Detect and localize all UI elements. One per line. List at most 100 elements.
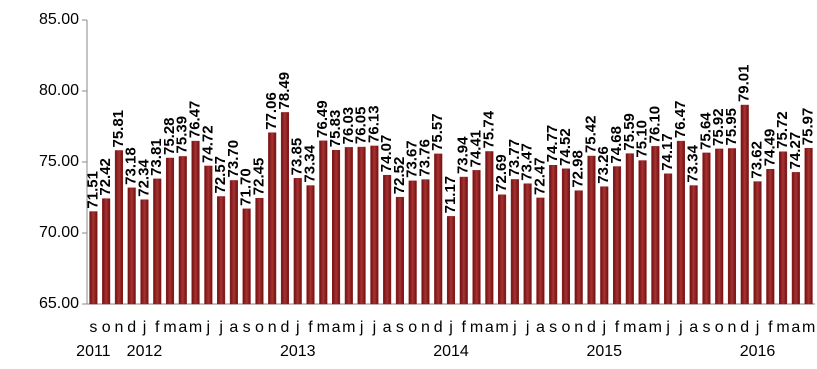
bar	[229, 180, 238, 305]
data-label: 73.47	[519, 143, 536, 181]
bar	[408, 180, 417, 305]
bar	[753, 181, 762, 305]
x-tick-label: m	[317, 319, 330, 336]
bar	[344, 147, 353, 305]
bar	[332, 149, 341, 305]
bar	[370, 145, 379, 305]
data-label: 75.81	[110, 110, 127, 148]
x-tick-label: d	[281, 319, 290, 336]
x-tick-label: a	[791, 319, 800, 336]
y-tick-label: 65.00	[39, 295, 79, 312]
data-label: 75.95	[723, 108, 740, 146]
bar	[561, 168, 570, 305]
data-label: 74.17	[659, 133, 676, 171]
bar	[306, 185, 315, 305]
bar	[727, 148, 737, 305]
data-label: 75.39	[174, 116, 191, 154]
bar	[421, 179, 430, 305]
x-tick-label: m	[470, 319, 483, 336]
data-label: 75.28	[161, 117, 178, 155]
data-label: 73.85	[289, 138, 306, 176]
x-tick-label: a	[638, 319, 647, 336]
x-tick-label: s	[89, 319, 97, 336]
bar	[114, 150, 123, 305]
x-tick-label: j	[665, 319, 670, 336]
x-tick-label: m	[802, 319, 815, 336]
year-label: 2012	[127, 343, 163, 360]
data-label: 76.49	[314, 100, 331, 138]
data-label: 72.42	[97, 158, 114, 196]
x-tick-label: f	[462, 319, 467, 336]
x-tick-label: a	[485, 319, 494, 336]
bar	[498, 194, 507, 305]
x-tick-label: n	[114, 319, 123, 336]
x-tick-label: n	[268, 319, 277, 336]
bar	[395, 196, 404, 305]
x-tick-label: a	[229, 319, 238, 336]
x-tick-label: n	[728, 319, 737, 336]
year-label: 2011	[76, 343, 111, 360]
bar	[178, 156, 187, 305]
data-label: 73.76	[416, 139, 433, 177]
x-tick-label: j	[142, 319, 147, 336]
bar	[791, 172, 800, 305]
year-label: 2013	[280, 343, 316, 360]
data-label: 77.06	[263, 92, 280, 130]
x-tick-label: j	[218, 319, 223, 336]
x-tick-label: j	[512, 319, 517, 336]
year-label: 2014	[433, 343, 469, 360]
x-tick-label: m	[342, 319, 355, 336]
y-tick-label: 75.00	[39, 153, 79, 170]
bar	[740, 104, 749, 305]
x-tick-label: a	[383, 319, 392, 336]
data-label: 76.03	[340, 107, 357, 145]
x-tick-label: o	[255, 319, 264, 336]
data-label: 76.47	[672, 101, 689, 139]
data-label: 73.34	[301, 144, 318, 182]
x-tick-label: j	[372, 319, 377, 336]
bar	[255, 197, 264, 305]
x-tick-label: n	[574, 319, 583, 336]
x-tick-label: j	[678, 319, 683, 336]
x-tick-label: o	[408, 319, 417, 336]
bar	[612, 166, 622, 305]
y-tick-label: 85.00	[39, 11, 79, 28]
x-tick-label: j	[755, 319, 760, 336]
x-tick-label: o	[102, 319, 111, 336]
data-label: 74.27	[787, 132, 804, 170]
data-label: 73.67	[404, 140, 421, 178]
bar	[702, 152, 711, 305]
x-tick-label: a	[178, 319, 187, 336]
bar	[127, 187, 136, 305]
x-tick-label: a	[689, 319, 698, 336]
x-tick-label: m	[163, 319, 176, 336]
data-label: 75.92	[710, 108, 727, 146]
x-tick-label: j	[448, 319, 453, 336]
data-label: 74.07	[378, 135, 395, 173]
data-label: 71.70	[238, 168, 255, 206]
x-tick-label: d	[434, 319, 443, 336]
x-tick-label: a	[536, 319, 545, 336]
bar	[676, 140, 685, 305]
data-label: 74.52	[557, 128, 574, 166]
x-tick-label: a	[332, 319, 341, 336]
x-tick-label: d	[127, 319, 136, 336]
x-tick-label: m	[776, 319, 789, 336]
data-label: 75.42	[582, 115, 599, 153]
x-tick-label: s	[549, 319, 557, 336]
bar	[434, 153, 443, 305]
bar	[140, 199, 149, 305]
x-tick-label: s	[243, 319, 251, 336]
bar	[536, 197, 545, 305]
data-label: 73.26	[595, 146, 612, 184]
bar	[459, 176, 468, 305]
data-label: 72.34	[135, 159, 152, 197]
data-label: 72.45	[250, 158, 267, 196]
bar	[242, 208, 251, 305]
data-label: 73.62	[748, 141, 765, 179]
x-tick-label: m	[623, 319, 636, 336]
data-label: 75.57	[429, 113, 446, 151]
data-label: 75.72	[774, 111, 791, 149]
x-tick-label: j	[206, 319, 211, 336]
